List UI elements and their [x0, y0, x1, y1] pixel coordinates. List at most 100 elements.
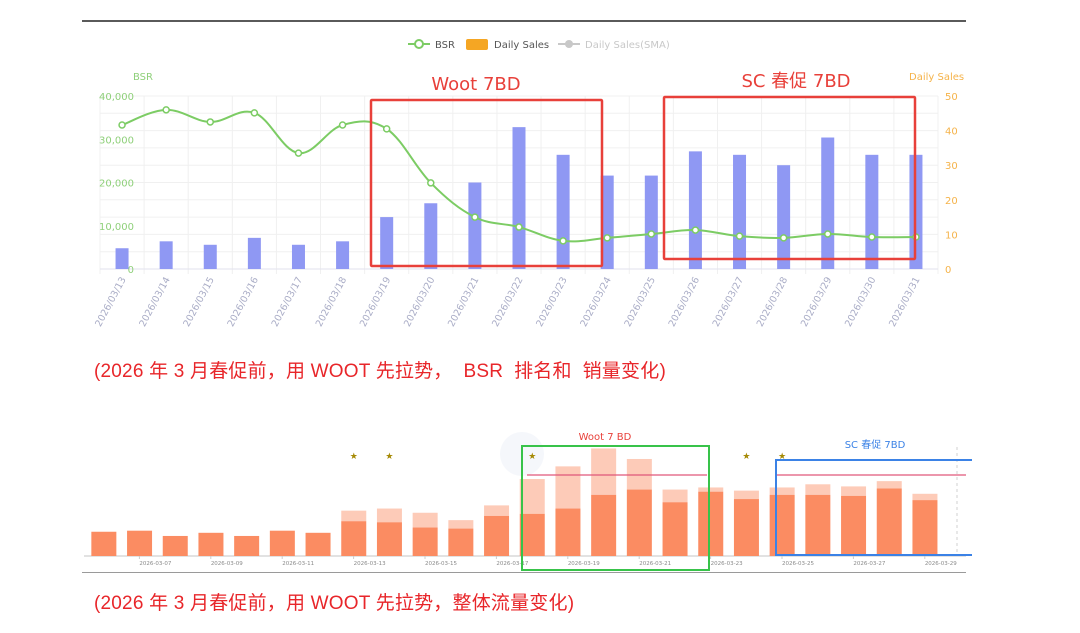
traffic-bar-base[interactable]: [448, 528, 474, 556]
x-tick-label: 2026-03-19: [568, 561, 600, 567]
daily-sales-bar[interactable]: [291, 244, 305, 269]
bsr-point[interactable]: [118, 121, 126, 129]
traffic-bar-extra[interactable]: [698, 487, 724, 492]
bsr-point[interactable]: [515, 223, 523, 231]
bsr-point[interactable]: [603, 234, 611, 242]
daily-sales-bar[interactable]: [556, 154, 570, 269]
legend-item-daily-sales[interactable]: Daily Sales: [466, 39, 549, 51]
bottom-chart-caption: (2026 年 3 月春促前，用 WOOT 先拉势，整体流量变化): [94, 593, 575, 614]
daily-sales-bar[interactable]: [600, 175, 614, 269]
traffic-bar-base[interactable]: [733, 499, 759, 556]
traffic-bar-extra[interactable]: [876, 481, 902, 489]
sc-7bd-box: [775, 459, 972, 556]
event-star-icon[interactable]: ★: [528, 452, 536, 462]
x-tick-label: 2026/03/26: [667, 275, 702, 329]
traffic-bar-base[interactable]: [662, 502, 688, 556]
event-star-icon[interactable]: ★: [778, 452, 786, 462]
x-tick-label: 2026-03-15: [425, 561, 457, 567]
traffic-bar-extra[interactable]: [805, 484, 831, 495]
traffic-bar-extra[interactable]: [841, 486, 867, 496]
bsr-point[interactable]: [294, 149, 303, 157]
event-star-icon[interactable]: ★: [385, 452, 393, 462]
daily-sales-bar[interactable]: [821, 137, 835, 269]
traffic-bar-extra[interactable]: [662, 489, 688, 503]
daily-sales-bar[interactable]: [865, 154, 879, 269]
traffic-bar-extra[interactable]: [341, 510, 367, 522]
bsr-point[interactable]: [735, 232, 744, 240]
traffic-bar-base[interactable]: [376, 522, 402, 556]
traffic-bar-base[interactable]: [841, 495, 867, 556]
bsr-point[interactable]: [559, 237, 567, 245]
x-tick-label: 2026-03-09: [211, 561, 243, 567]
traffic-bar-base[interactable]: [162, 535, 188, 556]
daily-sales-bar[interactable]: [468, 182, 482, 270]
daily-sales-bar[interactable]: [424, 203, 438, 269]
left-tick: 30,000: [99, 135, 134, 146]
legend-item-bsr[interactable]: BSR: [408, 39, 455, 51]
traffic-bar-extra[interactable]: [484, 505, 510, 516]
daily-sales-bar[interactable]: [203, 244, 217, 269]
left-tick: 10,000: [99, 222, 134, 233]
traffic-bar-extra[interactable]: [376, 508, 402, 523]
traffic-bar-base[interactable]: [305, 532, 331, 556]
bsr-point[interactable]: [427, 179, 435, 187]
sc-7bd-label: SC 春促 7BD: [741, 71, 850, 92]
event-star-icon[interactable]: ★: [742, 452, 750, 462]
right-tick: 0: [945, 265, 951, 276]
daily-sales-bar[interactable]: [336, 241, 350, 269]
traffic-bar-base[interactable]: [269, 530, 295, 556]
traffic-bar-base[interactable]: [555, 508, 581, 556]
left-tick: 40,000: [99, 92, 134, 103]
traffic-bar-extra[interactable]: [912, 493, 938, 501]
daily-sales-bar[interactable]: [247, 237, 261, 269]
x-tick-label: 2026/03/15: [181, 275, 216, 329]
traffic-bar-base[interactable]: [519, 513, 545, 556]
traffic-bar-base[interactable]: [805, 494, 831, 556]
traffic-bar-extra[interactable]: [555, 466, 581, 509]
bsr-point[interactable]: [471, 213, 479, 221]
bsr-point[interactable]: [868, 233, 876, 241]
traffic-bar-base[interactable]: [341, 521, 367, 556]
traffic-bar-extra[interactable]: [448, 520, 474, 529]
traffic-bar-extra[interactable]: [412, 512, 438, 528]
traffic-bar-extra[interactable]: [626, 458, 652, 490]
traffic-bar-base[interactable]: [591, 494, 617, 556]
traffic-bar-base[interactable]: [484, 515, 510, 556]
daily-sales-bar[interactable]: [688, 151, 702, 269]
daily-sales-bar[interactable]: [115, 248, 129, 269]
bsr-point[interactable]: [338, 121, 347, 129]
bsr-point[interactable]: [691, 226, 700, 234]
traffic-bar-base[interactable]: [198, 532, 224, 556]
bsr-point[interactable]: [779, 234, 788, 242]
event-star-icon[interactable]: ★: [350, 452, 358, 462]
bsr-point[interactable]: [162, 106, 170, 114]
traffic-bar-base[interactable]: [698, 491, 724, 556]
bsr-point[interactable]: [206, 118, 215, 126]
bsr-point[interactable]: [647, 230, 656, 238]
traffic-bar-base[interactable]: [769, 494, 795, 556]
traffic-chart: 2026-03-07 2026-03-09 2026-03-11 2026-03-13…: [84, 432, 972, 571]
bsr-point[interactable]: [382, 125, 391, 133]
daily-sales-bar[interactable]: [159, 241, 173, 269]
bsr-point[interactable]: [823, 230, 832, 238]
traffic-bar-base[interactable]: [127, 530, 153, 556]
daily-sales-bar[interactable]: [512, 127, 526, 269]
daily-sales-bar[interactable]: [644, 175, 658, 269]
traffic-bar-base[interactable]: [912, 500, 938, 556]
traffic-bar-extra[interactable]: [591, 448, 617, 495]
traffic-bar-base[interactable]: [412, 527, 438, 556]
right-tick: 20: [945, 196, 958, 207]
traffic-bar-extra[interactable]: [733, 490, 759, 500]
daily-sales-bar[interactable]: [733, 154, 747, 269]
right-tick: 10: [945, 230, 958, 241]
daily-sales-bar[interactable]: [380, 217, 394, 269]
daily-sales-bar[interactable]: [777, 165, 791, 269]
bsr-point[interactable]: [250, 109, 259, 117]
traffic-bar-extra[interactable]: [519, 479, 545, 514]
traffic-bar-base[interactable]: [91, 531, 117, 556]
traffic-bar-base[interactable]: [626, 489, 652, 556]
legend-item-sma[interactable]: Daily Sales(SMA): [558, 40, 670, 51]
traffic-bar-base[interactable]: [234, 535, 260, 556]
traffic-bar-extra[interactable]: [769, 487, 795, 495]
traffic-bar-base[interactable]: [876, 488, 902, 556]
